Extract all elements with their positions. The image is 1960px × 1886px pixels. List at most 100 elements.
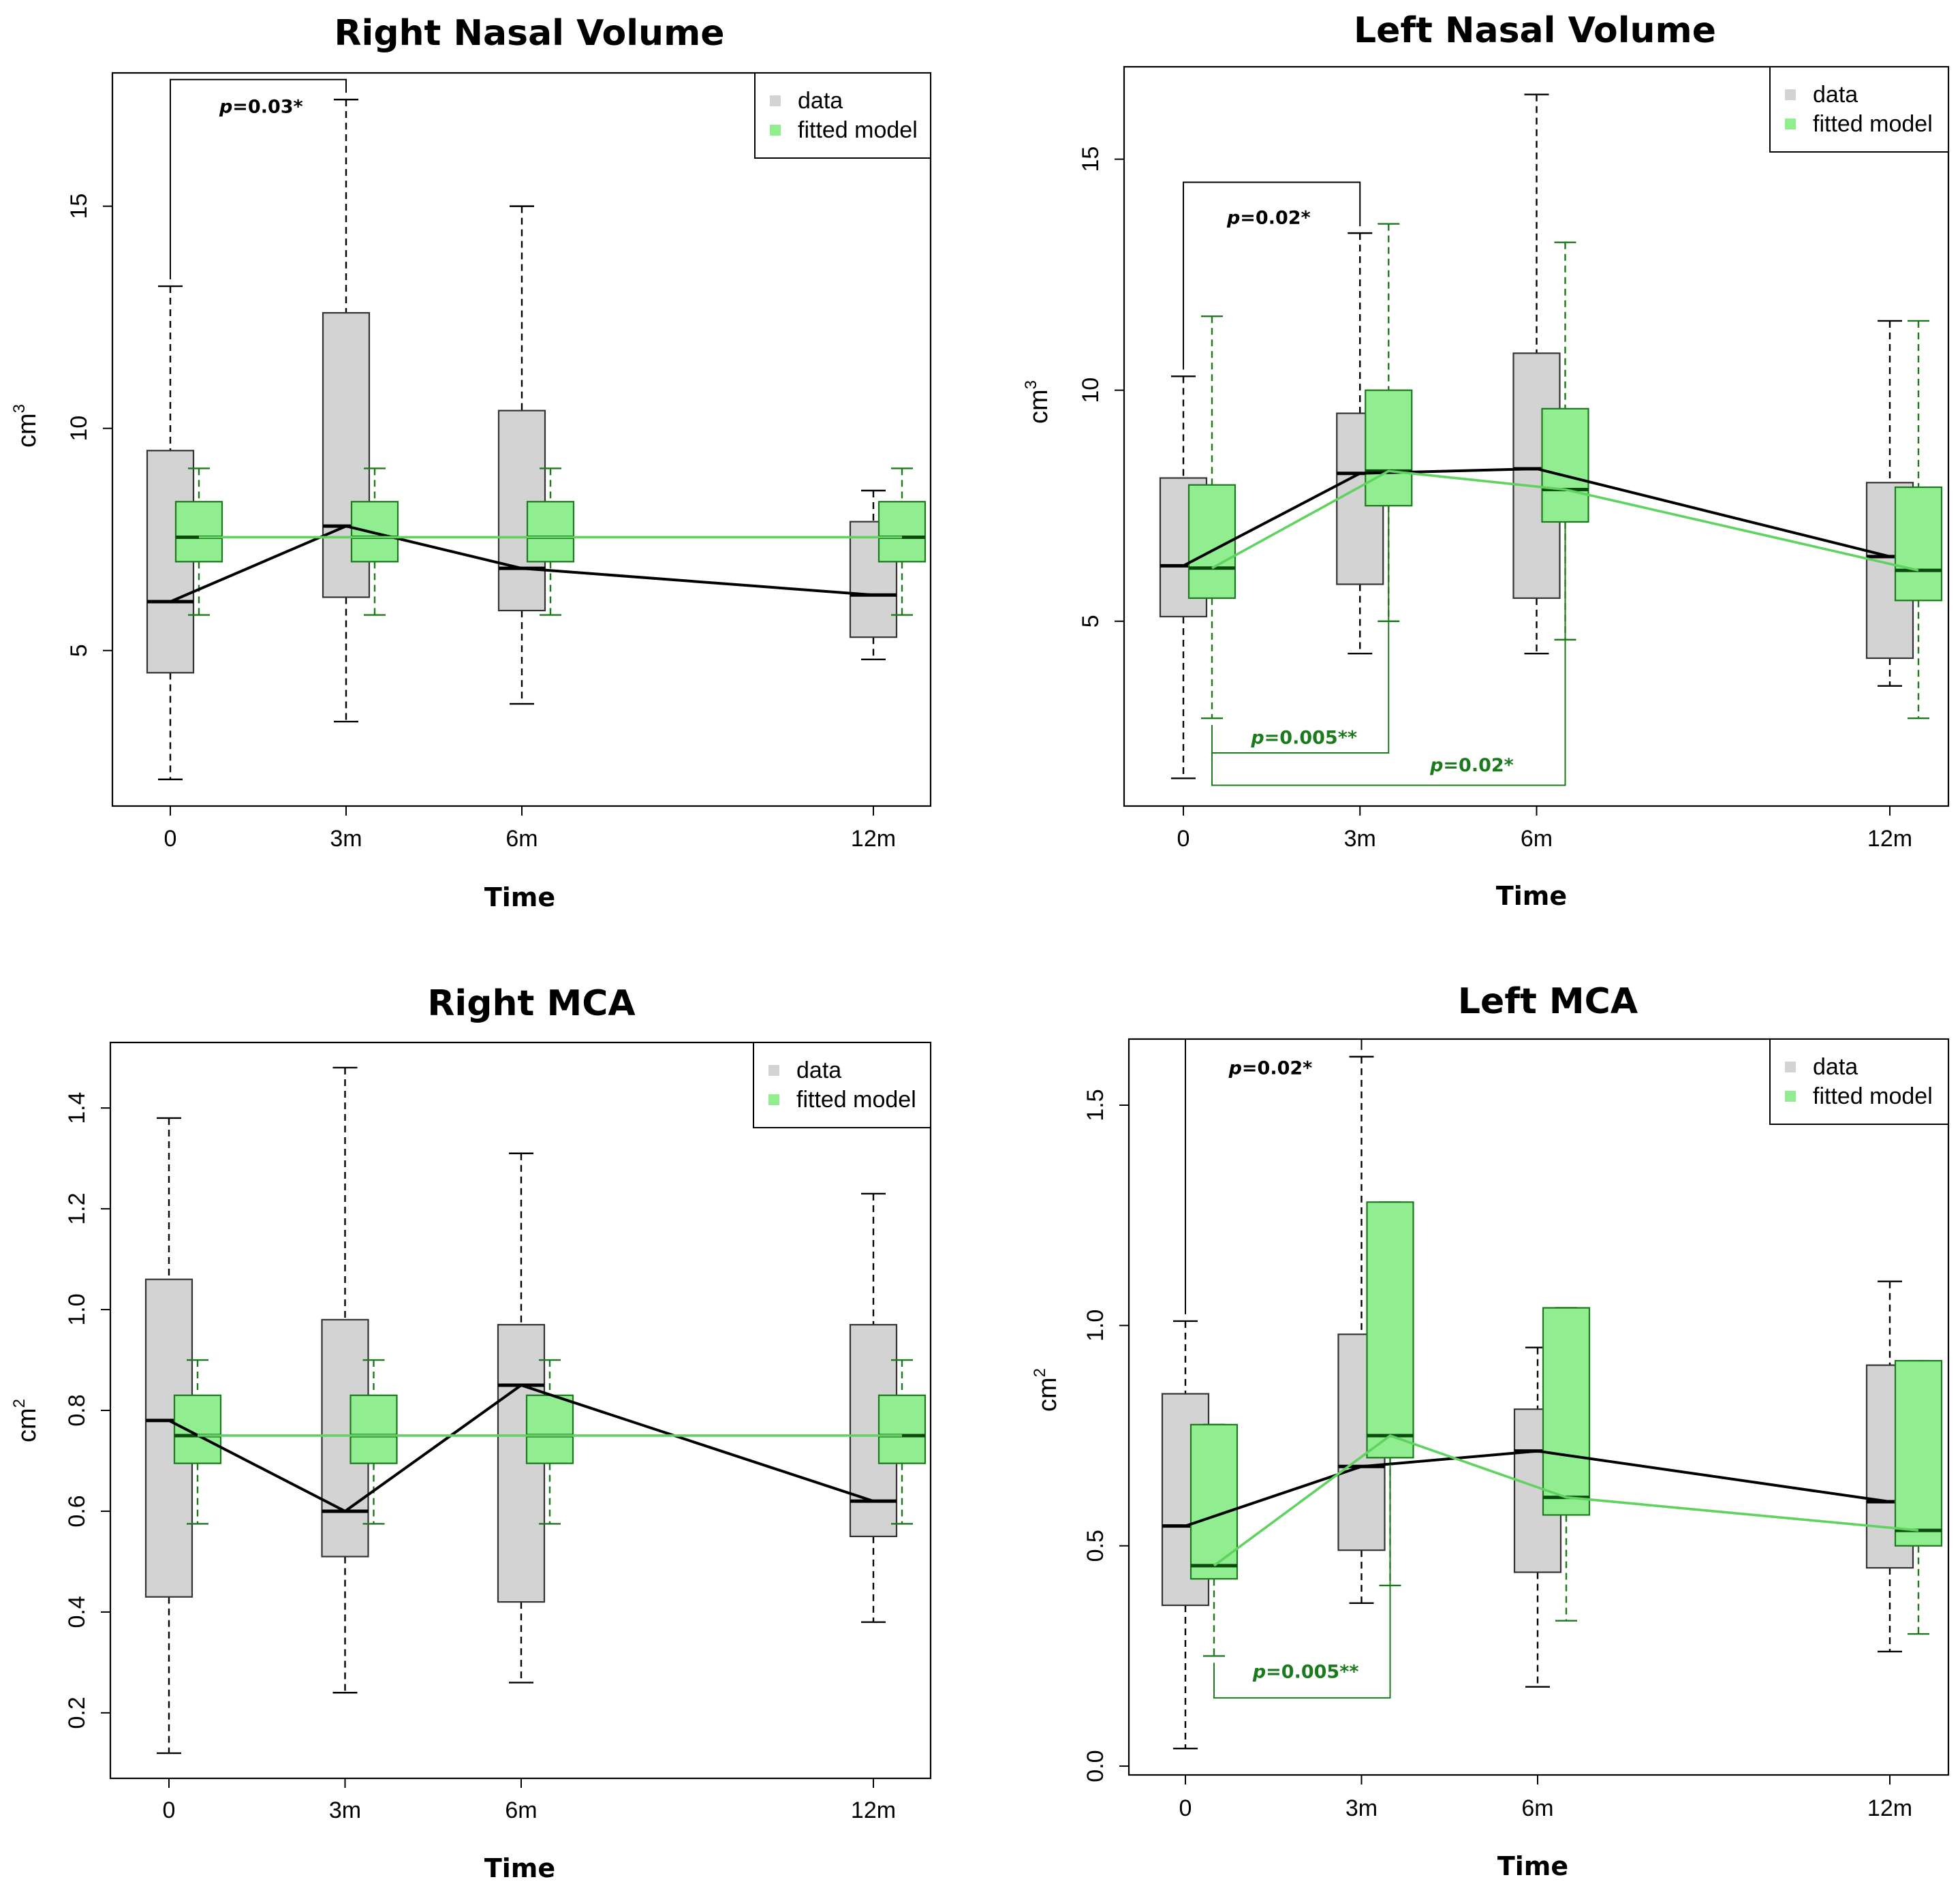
- svg-text:cm3: cm3: [1022, 380, 1053, 424]
- box-iqr: [1365, 389, 1413, 507]
- legend-frame: [754, 72, 931, 159]
- y-tick-label: 0.4: [64, 1596, 90, 1628]
- legend-swatch: [768, 1094, 779, 1105]
- p-value-label: p=0.03*: [219, 97, 303, 118]
- x-tick-label: 6m: [1521, 826, 1553, 852]
- chart-title: Right Nasal Volume: [334, 13, 724, 54]
- model-box: [349, 1359, 398, 1525]
- p-value-symbol: p: [219, 97, 232, 118]
- y-tick-label: 10: [1078, 377, 1104, 403]
- y-axis-label-unit: cm: [13, 1408, 42, 1442]
- y-tick-label: 0.6: [64, 1495, 90, 1527]
- p-value-text: =0.03*: [232, 97, 302, 118]
- legend-swatch: [1785, 1091, 1796, 1102]
- data-series-line: [168, 1383, 874, 1513]
- significance-bracket: p=0.005**: [1213, 1464, 1391, 1699]
- box-iqr: [1366, 1201, 1414, 1459]
- p-value-label: p=0.02*: [1228, 1058, 1313, 1079]
- box-iqr: [877, 1394, 927, 1464]
- model-box: [1894, 320, 1943, 720]
- box-iqr: [1894, 486, 1943, 602]
- y-axis-label-exponent: 2: [10, 1399, 29, 1408]
- p-value-symbol: p: [1250, 727, 1264, 748]
- p-value-label: p=0.02*: [1429, 755, 1514, 776]
- significance-bracket: p=0.03*: [170, 78, 347, 280]
- significance-bracket: p=0.02*: [1185, 1038, 1363, 1314]
- legend-label: data: [1813, 82, 1858, 108]
- p-value-symbol: p: [1226, 208, 1240, 229]
- data-series-line: [1185, 1449, 1891, 1528]
- p-value-text: =0.02*: [1443, 755, 1513, 776]
- p-value-text: =0.02*: [1240, 208, 1310, 229]
- y-axis-label-exponent: 2: [1031, 1368, 1049, 1377]
- legend-swatch: [770, 125, 781, 136]
- legend-frame: [753, 1042, 931, 1128]
- bracket-line: [1213, 1464, 1391, 1699]
- legend: data fitted model: [754, 72, 931, 159]
- y-tick-label: 5: [1078, 615, 1104, 628]
- panel-left-nasal-volume: Left Nasal Volume Time cm3 5 10 15 0 3m 6m 12m…: [1022, 10, 1950, 911]
- model-box: [526, 467, 575, 616]
- x-tick-label: 3m: [1345, 1795, 1378, 1821]
- legend-swatch: [1785, 119, 1796, 129]
- svg-text:cm3: cm3: [10, 404, 42, 448]
- data-series-line: [170, 525, 874, 603]
- panel-left-mca: Left MCA Time cm2 0.00.51.01.50 3m 6m 12mp=…: [1031, 981, 1950, 1881]
- legend-label: data: [1813, 1054, 1858, 1080]
- y-tick-label: 1.4: [64, 1092, 90, 1124]
- p-value-text: =0.005**: [1266, 1662, 1358, 1683]
- box-iqr: [173, 1394, 222, 1464]
- x-tick-label: 12m: [851, 1797, 896, 1823]
- y-tick-label: 1.2: [64, 1192, 90, 1224]
- x-tick-label: 6m: [505, 1797, 537, 1823]
- legend-swatch: [1785, 89, 1796, 100]
- box-iqr: [1541, 407, 1589, 523]
- y-axis-label: cm2: [1031, 1368, 1062, 1412]
- panel-right-mca: Right MCA Time cm2 0.2 0.4 0.6 0.8 1.0 1.2 1.4…: [10, 983, 932, 1883]
- x-tick-label: 6m: [1521, 1795, 1553, 1821]
- legend-frame: [1769, 1038, 1949, 1125]
- bracket-line: [1211, 528, 1566, 786]
- legend-swatch: [768, 1065, 779, 1076]
- bracket-line: [170, 78, 347, 280]
- box-iqr: [1542, 1307, 1591, 1516]
- x-tick-label: 0: [164, 826, 177, 852]
- model-box: [1187, 315, 1236, 720]
- svg-text:cm2: cm2: [10, 1399, 42, 1442]
- legend: data fitted model: [1769, 66, 1949, 153]
- y-tick-label: 0.5: [1083, 1530, 1108, 1562]
- x-tick-label: 6m: [505, 826, 538, 852]
- p-value-symbol: p: [1228, 1058, 1242, 1079]
- y-tick-label: 15: [66, 194, 92, 219]
- box-iqr: [1189, 1423, 1239, 1580]
- x-axis-label: Time: [484, 882, 555, 912]
- x-tick-label: 3m: [1344, 826, 1376, 852]
- svg-text:cm2: cm2: [1031, 1368, 1062, 1412]
- p-value-label: p=0.005**: [1250, 727, 1357, 748]
- x-tick-label: 12m: [851, 826, 896, 852]
- model-box: [173, 1359, 222, 1525]
- box-iqr: [877, 501, 927, 563]
- bracket-line: [1183, 181, 1361, 370]
- box-iqr: [525, 1394, 574, 1464]
- model-box: [525, 1359, 574, 1525]
- x-tick-label: 0: [163, 1797, 176, 1823]
- x-tick-label: 12m: [1867, 1795, 1912, 1821]
- x-tick-label: 0: [1177, 826, 1190, 852]
- model-series-line: [1211, 469, 1919, 572]
- y-axis-label-exponent: 3: [10, 404, 29, 413]
- data-box: [321, 1066, 369, 1694]
- y-tick-label: 1.0: [1083, 1310, 1108, 1342]
- y-tick-label: 0.8: [64, 1394, 90, 1426]
- legend-frame: [1769, 66, 1949, 153]
- box-iqr: [526, 501, 575, 563]
- y-tick-label: 0.2: [64, 1697, 90, 1729]
- y-axis-label-unit: cm: [1033, 1377, 1062, 1412]
- x-axis-label: Time: [1497, 1851, 1568, 1881]
- model-box: [877, 1359, 927, 1525]
- p-value-label: p=0.005**: [1252, 1662, 1359, 1683]
- p-value-text: =0.02*: [1242, 1058, 1312, 1079]
- chart-title: Left MCA: [1458, 981, 1638, 1022]
- p-value-symbol: p: [1252, 1662, 1266, 1683]
- x-axis-label: Time: [484, 1853, 555, 1883]
